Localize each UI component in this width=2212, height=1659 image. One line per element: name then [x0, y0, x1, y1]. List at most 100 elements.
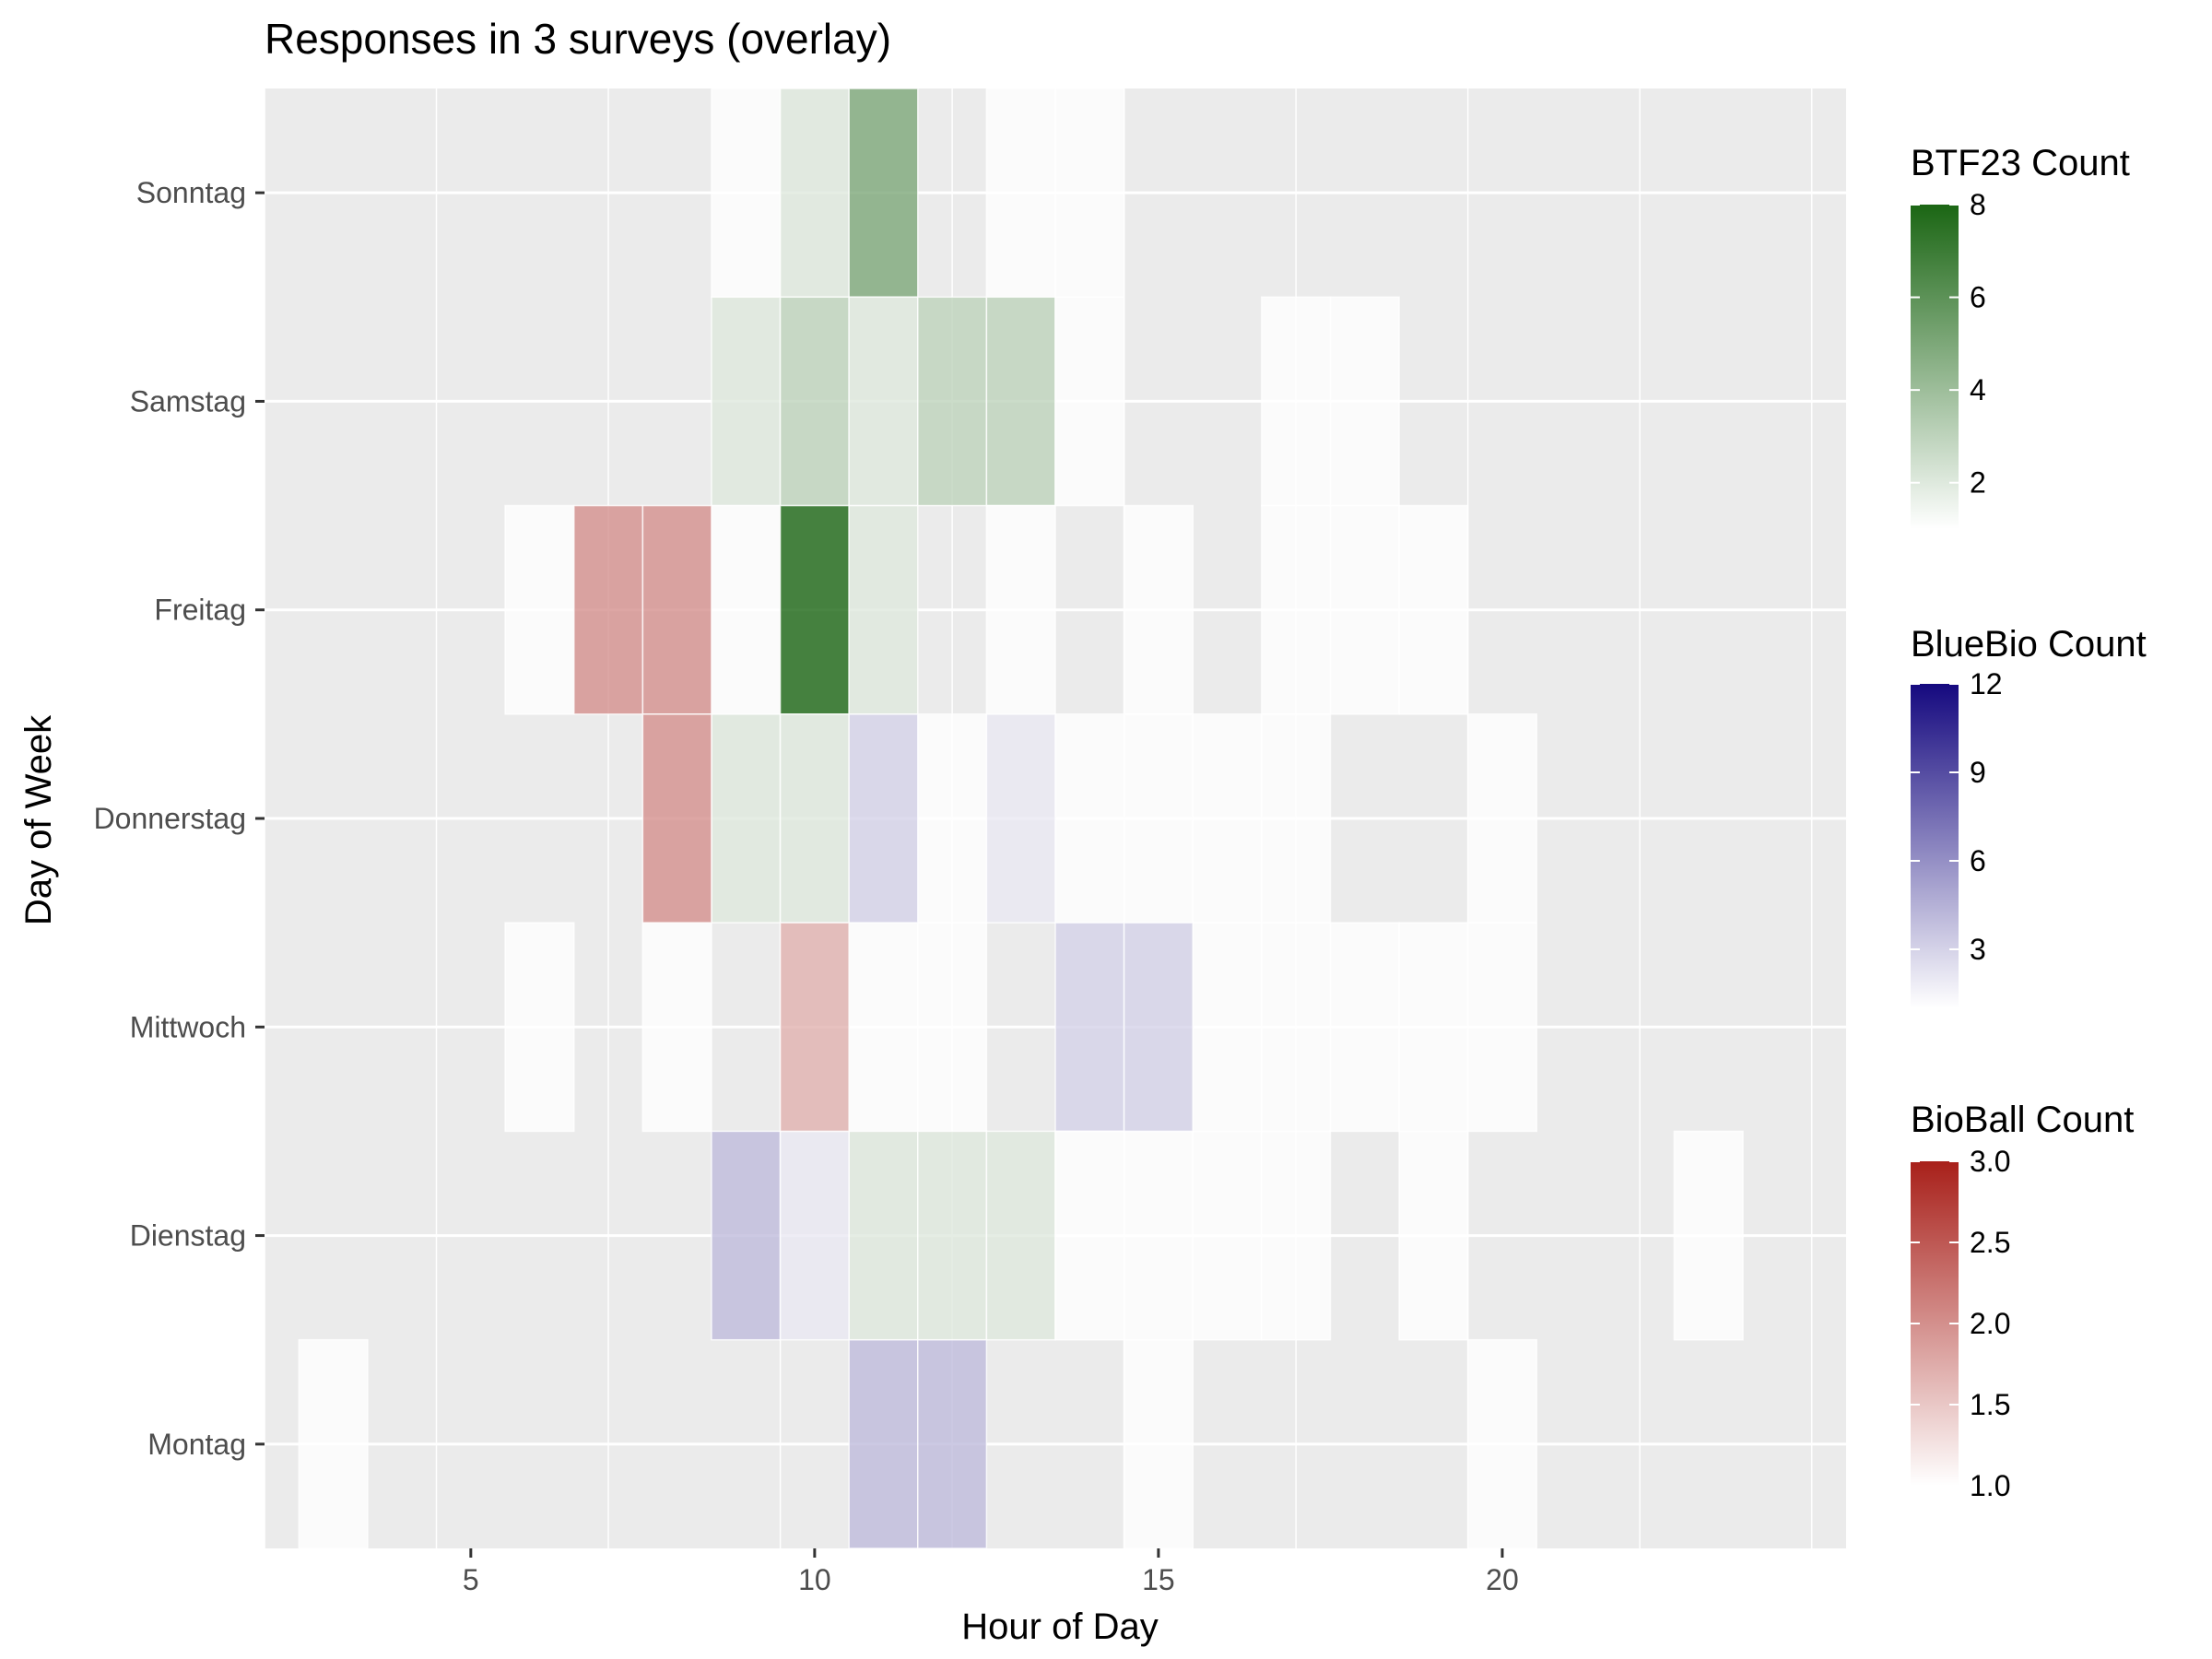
heatmap-tile: [1398, 922, 1469, 1133]
heatmap-tile: [1261, 296, 1332, 507]
heatmap-tile: [1054, 296, 1125, 507]
y-tick-label: Sonntag: [136, 176, 246, 209]
legend-tick-label: 4: [1970, 373, 1986, 406]
heatmap-tile: [848, 713, 919, 924]
heatmap-tile: [848, 504, 919, 715]
heatmap-tile: [1123, 504, 1194, 715]
legend-tick-label: 12: [1970, 667, 2003, 700]
legend-tick-label: 1.5: [1970, 1388, 2010, 1421]
heatmap-tile: [917, 1130, 988, 1341]
legend-title: BTF23 Count: [1911, 143, 2130, 183]
heatmap-tile: [985, 88, 1056, 299]
heatmap-tile: [1329, 296, 1400, 507]
heatmap-tile: [985, 1130, 1056, 1341]
heatmap-tile: [779, 88, 850, 299]
heatmap-tile: [298, 1338, 369, 1549]
heatmap-tile: [711, 713, 782, 924]
heatmap-tile: [1123, 1338, 1194, 1549]
heatmap-tile: [1054, 713, 1125, 924]
legend-title: BlueBio Count: [1911, 624, 2147, 665]
x-tick-label: 20: [1486, 1563, 1519, 1596]
y-tick-label: Mittwoch: [130, 1010, 246, 1043]
heatmap-tile: [985, 296, 1056, 507]
legend-colorbar: [1911, 684, 1959, 1008]
heatmap-tile: [917, 1338, 988, 1549]
y-tick-label: Samstag: [130, 384, 246, 418]
heatmap-tile: [779, 922, 850, 1133]
legend-3: BioBall Count 1.0 1.5 2.0 2.5 3.0: [1911, 1100, 2134, 1502]
legend-tick-label: 2.5: [1970, 1226, 2010, 1259]
legend-2: BlueBio Count 3 6 9 12: [1911, 624, 2147, 1008]
heatmap-tile: [848, 296, 919, 507]
legend-tick-label: 2.0: [1970, 1307, 2010, 1340]
heatmap-tile: [1054, 88, 1125, 299]
heatmap-tile: [1192, 1130, 1263, 1341]
x-tick-label: 15: [1142, 1563, 1175, 1596]
heatmap-tile: [1329, 922, 1400, 1133]
x-tick-label: 10: [798, 1563, 831, 1596]
y-tick-label: Dienstag: [130, 1219, 246, 1253]
tile-layer-3: [572, 504, 1263, 1341]
heatmap-tile: [1261, 922, 1332, 1133]
legend-1: BTF23 Count 2 4 6 8: [1911, 143, 2130, 529]
heatmap-tile: [917, 713, 988, 924]
heatmap-tile: [641, 922, 712, 1133]
legend-tick-label: 6: [1970, 281, 1986, 314]
heatmap-tile: [917, 922, 988, 1133]
heatmap-tile: [848, 1338, 919, 1549]
y-axis: Montag Dienstag Mittwoch Donnerstag Freitag S…: [94, 176, 265, 1461]
heatmap-tile: [1329, 504, 1400, 715]
heatmap-tile: [1398, 504, 1469, 715]
heatmap-tile: [1261, 1130, 1332, 1341]
heatmap-tile: [1673, 1130, 1744, 1341]
legend-tick-label: 8: [1970, 188, 1986, 221]
legend-tick-label: 1.0: [1970, 1469, 2010, 1502]
heatmap-tile: [711, 88, 782, 299]
y-axis-title: Day of Week: [18, 714, 59, 925]
heatmap-tile: [1466, 1338, 1538, 1549]
heatmap-tile: [985, 713, 1056, 924]
legend-colorbar: [1911, 205, 1959, 529]
legend-tick-label: 3.0: [1970, 1145, 2010, 1178]
heatmap-tile: [1192, 922, 1263, 1133]
heatmap-tile: [779, 1130, 850, 1341]
y-tick-label: Montag: [147, 1428, 246, 1461]
x-tick-label: 5: [463, 1563, 479, 1596]
y-tick-label: Freitag: [154, 594, 246, 627]
heatmap-tile: [779, 296, 850, 507]
heatmap-tile: [1466, 713, 1538, 924]
legend-tick-label: 3: [1970, 933, 1986, 966]
heatmap-tile: [848, 1130, 919, 1341]
heatmap-tile: [1054, 1130, 1125, 1341]
heatmap-tiles: [298, 88, 1744, 1549]
heatmap-tile: [848, 922, 919, 1133]
heatmap-tile: [711, 504, 782, 715]
heatmap-tile: [1054, 922, 1125, 1133]
heatmap-tile: [1261, 504, 1332, 715]
heatmap-tile: [1261, 713, 1332, 924]
legend-title: BioBall Count: [1911, 1100, 2134, 1140]
heatmap-tile: [1123, 922, 1194, 1133]
heatmap-tile: [1123, 1130, 1194, 1341]
heatmap-tile: [1466, 922, 1538, 1133]
heatmap-tile: [779, 713, 850, 924]
heatmap-tile: [848, 88, 919, 299]
x-axis-title: Hour of Day: [961, 1606, 1158, 1647]
heatmap-tile: [1398, 1130, 1469, 1341]
y-tick-label: Donnerstag: [94, 802, 246, 835]
heatmap-tile: [917, 296, 988, 507]
legend-tick-label: 9: [1970, 756, 1986, 789]
heatmap-tile: [985, 504, 1056, 715]
heatmap-tile: [711, 1130, 782, 1341]
heatmap-tile: [641, 504, 712, 715]
heatmap-tile: [1123, 713, 1194, 924]
heatmap-tile: [504, 504, 575, 715]
legends: BTF23 Count 2 4 6 8 BlueBio Count 3 6 9 12 BioBall…: [1911, 143, 2147, 1502]
heatmap-tile: [711, 296, 782, 507]
heatmap-tile: [504, 922, 575, 1133]
x-axis: 5 10 15 20: [463, 1548, 1519, 1596]
tile-layer-1: [298, 88, 1744, 1549]
heatmap-tile: [779, 504, 850, 715]
legend-tick-label: 2: [1970, 466, 1986, 500]
tile-layer-2: [711, 504, 1332, 1549]
